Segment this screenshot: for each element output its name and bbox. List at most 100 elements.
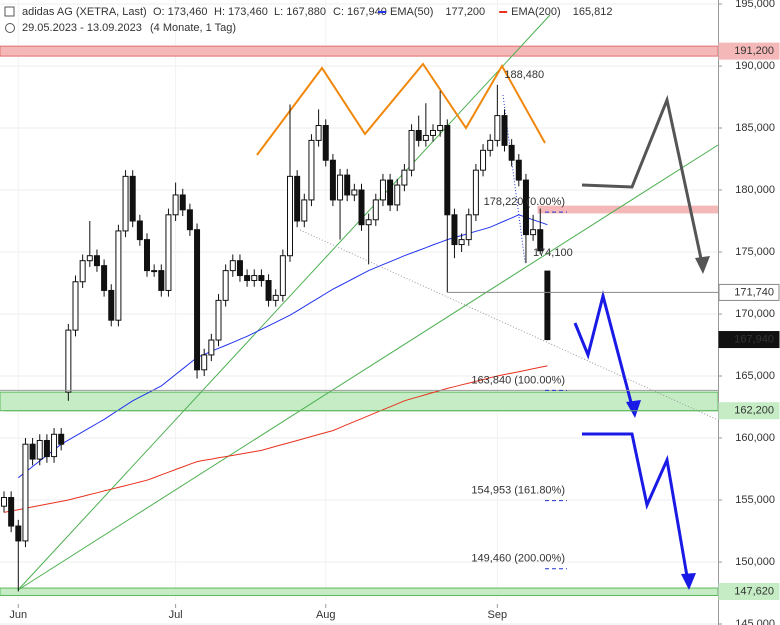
y-tick-label: 185,000 [735, 122, 775, 134]
zone [0, 45, 719, 57]
candle-body [86, 255, 93, 262]
candle-body [294, 175, 301, 222]
candle-body [194, 229, 201, 371]
y-tick-label: 170,000 [735, 308, 775, 320]
grid [0, 0, 718, 625]
y-tick-label: 160,000 [735, 432, 775, 444]
y-tick-label: 190,000 [735, 60, 775, 72]
candle-body [258, 275, 265, 282]
ohlc-close: C: 167,940 [333, 6, 387, 18]
indicators [3, 214, 548, 513]
header: adidas AG (XETRA, Last) O: 173,460 H: 17… [4, 6, 387, 34]
y-tick-label: 150,000 [735, 556, 775, 568]
candle-body [501, 115, 508, 146]
candle-body [101, 265, 108, 291]
date-range: 29.05.2023 - 13.09.2023 [22, 22, 142, 34]
candle-body [29, 443, 36, 460]
candle-body [544, 270, 551, 341]
candle-body [358, 189, 365, 226]
candle-body [387, 179, 394, 206]
candle-body [115, 230, 122, 321]
drawings [17, 14, 719, 591]
y-tick-label: 155,000 [735, 494, 775, 506]
legend-label: EMA(50) [390, 6, 433, 18]
arrow [581, 94, 705, 269]
candle-body [458, 239, 465, 246]
candle-body [272, 294, 279, 301]
candle-body [158, 270, 165, 291]
candle-body [365, 219, 372, 226]
candle-body [65, 329, 72, 393]
y-tick-label: 165,000 [735, 370, 775, 382]
annotations: 188,480 178,220 (0.00%) 174,100 163,840 (10… [0, 69, 718, 570]
candle-body [372, 199, 379, 221]
candle-body [172, 194, 179, 216]
y-tick-label: 180,000 [735, 184, 775, 196]
candle-body [36, 439, 43, 460]
annotation: 154,953 (161.80%) [471, 484, 565, 496]
candle-body [465, 214, 472, 241]
arrow [573, 290, 635, 411]
candle-body [201, 354, 208, 371]
arrow-head [681, 573, 696, 590]
candle-body [422, 134, 429, 141]
candle-body [508, 144, 515, 161]
level-tag [718, 402, 780, 420]
candle-body [279, 255, 286, 296]
candle-body [408, 129, 415, 171]
price-axis: 145,000 150,000 155,000 160,000 165,000 170,0… [17, 0, 780, 625]
legend: EMA(50) 177,200 EMA(200) 165,812 [378, 6, 612, 18]
candle-body [165, 214, 172, 291]
candle-body [244, 275, 251, 282]
candle-body [301, 199, 308, 222]
candle-body [215, 299, 222, 341]
candle-body [451, 214, 458, 246]
candle-body [415, 129, 422, 141]
zone [0, 587, 719, 596]
candle-body [15, 525, 22, 542]
legend-label: EMA(200) [511, 6, 561, 18]
x-tick-label: Jul [169, 609, 183, 621]
candle-body [401, 169, 408, 186]
candle-body [43, 439, 50, 458]
candle-body [58, 433, 65, 445]
level-label: 171,740 [734, 286, 774, 298]
candle-body [437, 125, 444, 131]
candle-body [208, 339, 215, 356]
candle-body [1, 497, 7, 507]
title: adidas AG (XETRA, Last) [22, 6, 147, 18]
candle-body [51, 433, 58, 458]
candle-body [322, 125, 329, 161]
candle-body [472, 169, 479, 216]
candle-body [515, 159, 522, 181]
ohlc-low: L: 167,880 [274, 6, 326, 18]
candle-body [287, 175, 293, 257]
candle-body [394, 184, 401, 206]
level-label: 147,620 [734, 585, 774, 597]
legend-value: 177,200 [445, 6, 485, 18]
candle-body [344, 174, 351, 196]
candle-body [537, 229, 544, 252]
y-tick-label: 145,000 [735, 618, 775, 625]
level-label: 162,200 [734, 405, 774, 417]
x-tick-label: Jun [9, 609, 27, 621]
level-tag [718, 583, 780, 601]
candle-body [72, 281, 79, 331]
candle-body [179, 194, 186, 211]
ohlc-high: H: 173,460 [214, 6, 268, 18]
arrow [582, 432, 690, 583]
annotation: 149,460 (200.00%) [471, 553, 565, 565]
period: (4 Monate, 1 Tag) [150, 22, 236, 34]
level-label: 191,200 [734, 45, 774, 57]
level-label: 167,940 [734, 333, 774, 345]
pattern-line [256, 62, 546, 156]
candle-body [494, 115, 501, 141]
candle-body [444, 125, 451, 216]
trend-line [17, 144, 719, 591]
candle-body [108, 289, 115, 321]
level-tag [718, 331, 780, 349]
candles [1, 84, 551, 592]
candle-body [315, 125, 322, 141]
trend-line [502, 94, 526, 263]
y-tick-label: 175,000 [735, 246, 775, 258]
